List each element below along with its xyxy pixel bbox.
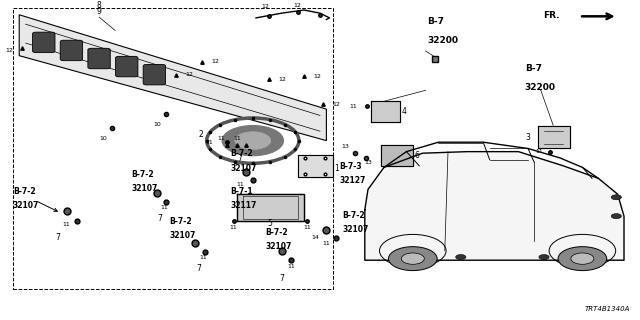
Text: B-7-2: B-7-2 [13,187,35,196]
Circle shape [401,253,424,264]
Polygon shape [19,15,326,140]
Text: 7: 7 [196,264,201,273]
Text: TRT4B1340A: TRT4B1340A [585,306,630,312]
Text: 11: 11 [322,241,330,246]
Text: B-7-1: B-7-1 [230,187,253,196]
Text: B-7-2: B-7-2 [131,170,154,179]
Text: 11: 11 [349,103,357,108]
Text: 32200: 32200 [428,36,458,45]
Text: B-7: B-7 [525,64,542,73]
Text: FR.: FR. [543,11,560,20]
Text: B-7-3: B-7-3 [339,162,362,171]
Text: 32107: 32107 [131,184,157,193]
Text: B-7-2: B-7-2 [230,149,253,158]
Polygon shape [371,101,400,122]
Text: 32107: 32107 [170,231,196,240]
Text: 32200: 32200 [525,83,556,92]
Text: 32127: 32127 [339,176,365,185]
Circle shape [222,125,284,156]
Circle shape [388,247,437,271]
Text: 8: 8 [97,1,102,10]
Text: 1: 1 [334,164,339,173]
Text: 12: 12 [314,74,321,79]
Text: 12: 12 [6,48,13,53]
Text: 4: 4 [402,107,407,116]
Circle shape [611,195,621,200]
Polygon shape [381,145,413,166]
FancyBboxPatch shape [115,56,138,77]
Polygon shape [298,155,333,177]
Polygon shape [237,194,304,221]
Text: 11: 11 [160,205,168,210]
Text: 3: 3 [525,133,530,142]
Text: 12: 12 [211,60,219,64]
Text: B-7-2: B-7-2 [170,217,192,226]
Circle shape [539,254,549,260]
Text: 7: 7 [157,214,163,223]
Text: 12: 12 [186,72,193,77]
Circle shape [611,214,621,219]
Text: 11: 11 [200,255,207,260]
Text: 6: 6 [415,151,420,160]
Text: 9: 9 [97,7,102,16]
Text: 32107: 32107 [342,225,369,234]
Text: 11: 11 [230,225,237,230]
Text: 32107: 32107 [230,164,257,172]
Text: 7: 7 [55,233,60,242]
Text: 11: 11 [233,136,241,141]
Text: 13: 13 [364,160,372,164]
Circle shape [235,132,271,149]
Text: 32107: 32107 [13,201,39,210]
Text: 2: 2 [198,131,203,140]
Text: 12: 12 [278,77,286,82]
FancyBboxPatch shape [60,40,83,61]
Text: 5: 5 [268,219,273,228]
Text: 12: 12 [333,102,340,107]
Text: 11: 11 [205,140,213,145]
Text: 10: 10 [99,136,107,141]
Text: 13: 13 [341,145,349,149]
Text: 12: 12 [262,4,269,10]
FancyBboxPatch shape [33,32,55,52]
Text: 12: 12 [294,3,301,8]
Text: 7: 7 [237,154,243,163]
Text: B-7: B-7 [428,17,445,26]
Text: 11: 11 [236,181,244,187]
Text: 11: 11 [535,149,543,154]
Circle shape [456,254,466,260]
Text: 11: 11 [217,136,225,141]
Text: 32117: 32117 [230,201,257,210]
Polygon shape [365,152,624,260]
Text: 11: 11 [62,222,70,228]
Text: B-7-2: B-7-2 [266,228,288,237]
FancyBboxPatch shape [88,48,110,69]
Text: 11: 11 [303,225,311,230]
Text: 14: 14 [311,235,319,240]
FancyBboxPatch shape [143,64,166,85]
Text: 11: 11 [287,264,295,269]
Text: B-7-2: B-7-2 [342,211,365,220]
Polygon shape [538,126,570,148]
Text: 10: 10 [154,122,161,127]
Text: 32107: 32107 [266,242,292,251]
Circle shape [571,253,594,264]
Text: 7: 7 [279,274,284,283]
Circle shape [558,247,607,271]
